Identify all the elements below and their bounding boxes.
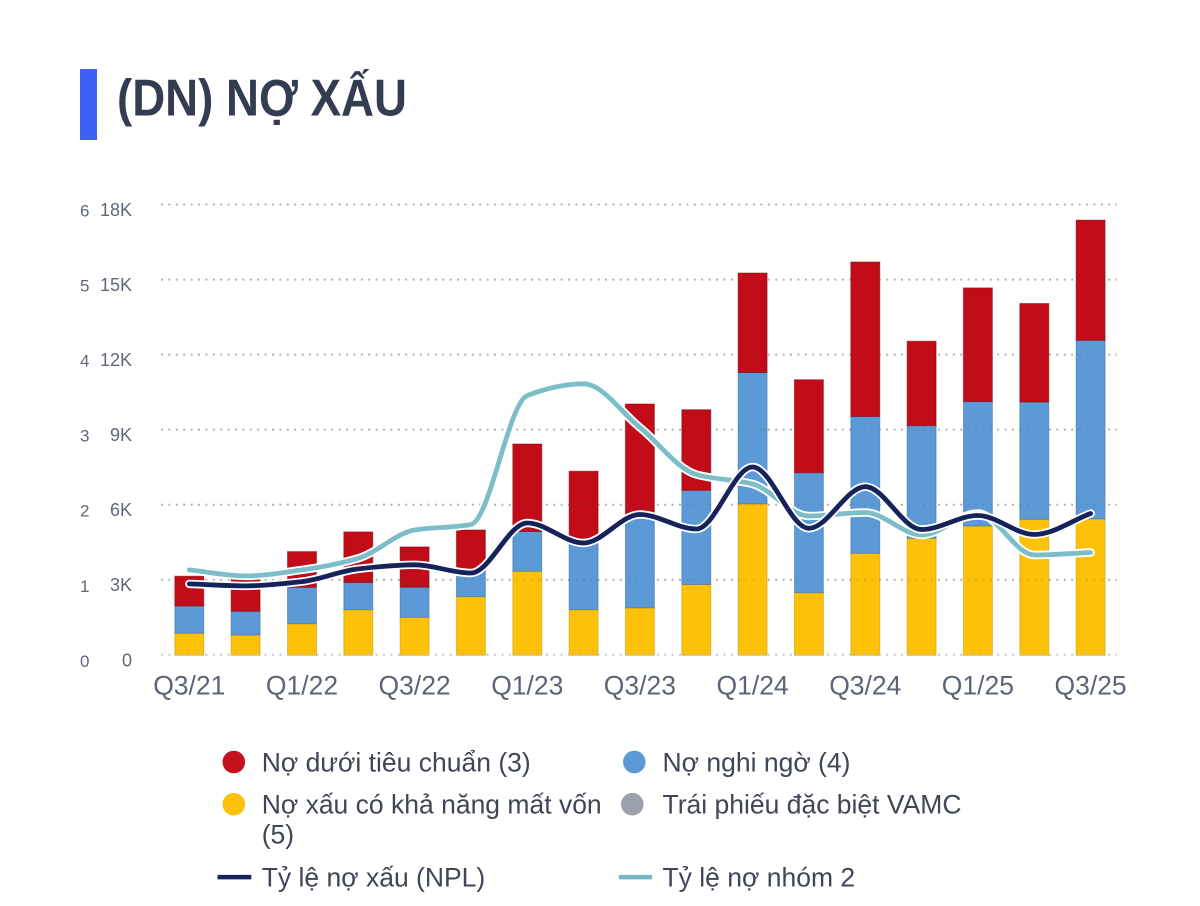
svg-text:Q1/22: Q1/22 xyxy=(266,671,338,701)
svg-text:Q3/25: Q3/25 xyxy=(1054,671,1126,701)
svg-text:Tỷ lệ nợ nhóm 2: Tỷ lệ nợ nhóm 2 xyxy=(663,863,856,893)
svg-text:1: 1 xyxy=(80,577,89,596)
svg-text:3: 3 xyxy=(80,427,89,446)
svg-text:6: 6 xyxy=(80,202,89,221)
svg-text:Q1/25: Q1/25 xyxy=(942,671,1014,701)
svg-text:18K: 18K xyxy=(100,200,132,220)
svg-text:(DN) NỢ XẤU: (DN) NỢ XẤU xyxy=(117,69,407,128)
svg-text:Trái phiếu đặc biệt VAMC: Trái phiếu đặc biệt VAMC xyxy=(663,790,962,820)
svg-text:15K: 15K xyxy=(100,275,132,295)
svg-text:0: 0 xyxy=(122,650,132,670)
svg-text:Q3/21: Q3/21 xyxy=(153,671,225,701)
svg-text:Q1/23: Q1/23 xyxy=(491,671,563,701)
svg-text:Nợ xấu có khả năng mất vốn: Nợ xấu có khả năng mất vốn xyxy=(262,790,602,820)
svg-text:4: 4 xyxy=(80,352,89,371)
svg-text:Q3/22: Q3/22 xyxy=(378,671,450,701)
svg-text:3K: 3K xyxy=(110,575,132,595)
svg-text:Q3/23: Q3/23 xyxy=(604,671,676,701)
svg-text:Q3/24: Q3/24 xyxy=(829,671,901,701)
svg-text:Nợ nghi ngờ (4): Nợ nghi ngờ (4) xyxy=(663,748,851,778)
svg-text:Nợ dưới tiêu chuẩn (3): Nợ dưới tiêu chuẩn (3) xyxy=(262,748,531,778)
svg-text:(5): (5) xyxy=(262,820,294,850)
svg-text:Tỷ lệ nợ xấu (NPL): Tỷ lệ nợ xấu (NPL) xyxy=(262,863,486,893)
svg-text:6K: 6K xyxy=(110,500,132,520)
svg-text:12K: 12K xyxy=(100,350,132,370)
svg-text:9K: 9K xyxy=(110,425,132,445)
svg-text:5: 5 xyxy=(80,277,89,296)
svg-text:2: 2 xyxy=(80,502,89,521)
svg-text:Q1/24: Q1/24 xyxy=(716,671,788,701)
svg-text:0: 0 xyxy=(80,652,89,671)
